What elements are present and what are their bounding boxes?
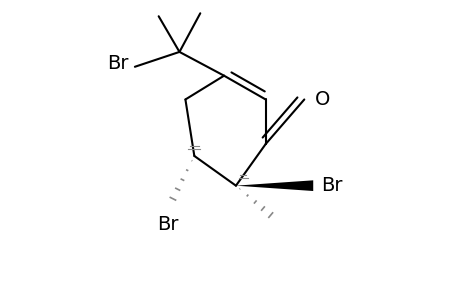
Polygon shape (235, 180, 313, 191)
Text: O: O (314, 90, 330, 109)
Text: Br: Br (107, 54, 129, 73)
Text: Br: Br (320, 176, 341, 195)
Text: Br: Br (157, 215, 178, 234)
